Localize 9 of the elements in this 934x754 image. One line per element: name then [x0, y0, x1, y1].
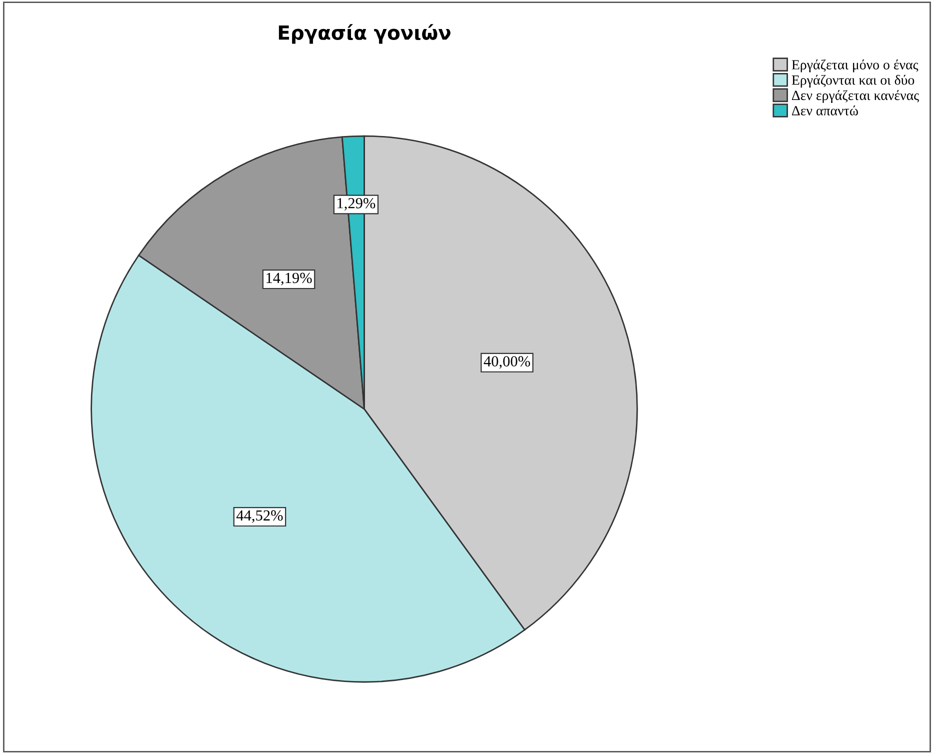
data-label: 1,29% [338, 198, 376, 211]
legend-label: Δεν απαντώ [792, 105, 858, 116]
data-label: 44,52% [236, 510, 283, 523]
chart-title: Εργασία γονιών [278, 24, 450, 44]
data-label: 40,00% [484, 356, 530, 369]
legend-label: Εργάζονται και οι δύο [792, 74, 914, 88]
legend-label: Δεν εργάζεται κανένας [792, 90, 919, 103]
data-label: 14,19% [266, 272, 312, 286]
legend-label: Εργάζεται μόνο ο ένας [792, 60, 918, 72]
